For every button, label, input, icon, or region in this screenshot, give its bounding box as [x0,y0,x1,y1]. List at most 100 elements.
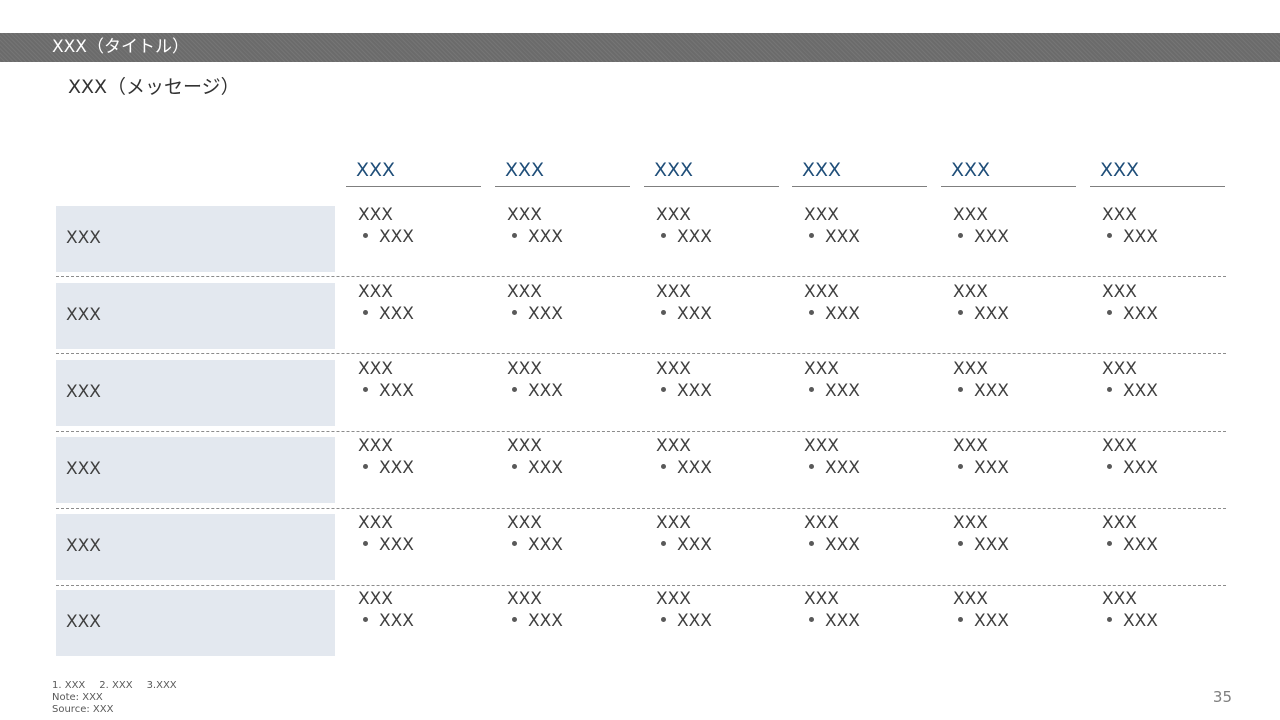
cell-bullet-item: XXX [804,226,860,248]
bullet-dot-icon [661,387,666,392]
cell-bullet-item: XXX [656,534,712,556]
cell-bullet-text: XXX [528,611,563,631]
cell-text: XXX [358,436,393,456]
table-cell: XXX XXX [495,204,630,264]
row-divider [56,353,1226,354]
bullet-dot-icon [363,541,368,546]
table-cell: XXX XXX [346,358,481,418]
cell-bullet-item: XXX [507,380,563,402]
cell-bullet-text: XXX [974,381,1009,401]
cell-text: XXX [358,359,393,379]
column-header-label: XXX [1100,159,1140,181]
cell-bullet-text: XXX [825,611,860,631]
row-label: XXX [56,514,335,580]
bullet-dot-icon [512,464,517,469]
cell-bullet-text: XXX [677,381,712,401]
bullet-dot-icon [661,233,666,238]
footnote-references: 1. XXX 2. XXX 3.XXX [52,680,191,692]
column-header: XXX [1090,156,1225,187]
cell-bullet-item: XXX [804,610,860,632]
cell-text: XXX [656,205,691,225]
cell-text: XXX [358,589,393,609]
cell-text: XXX [953,436,988,456]
slide-message: XXX（メッセージ） [68,76,240,98]
table-cell: XXX XXX [1090,358,1225,418]
cell-bullet-item: XXX [1102,457,1158,479]
table-cell: XXX XXX [941,435,1076,495]
cell-bullet-item: XXX [953,610,1009,632]
cell-text: XXX [1102,205,1137,225]
cell-bullet-text: XXX [1123,458,1158,478]
cell-bullet-text: XXX [974,304,1009,324]
bullet-dot-icon [958,233,963,238]
footnote-note: Note: XXX [52,692,103,703]
cell-bullet-item: XXX [1102,226,1158,248]
bullet-dot-icon [363,617,368,622]
table-cell: XXX XXX [644,358,779,418]
bullet-dot-icon [512,541,517,546]
table-cell: XXX XXX [1090,588,1225,648]
table-cell: XXX XXX [792,588,927,648]
row-label: XXX [56,590,335,656]
table-cell: XXX XXX [792,281,927,341]
table-cell: XXX XXX [346,204,481,264]
cell-text: XXX [953,359,988,379]
cell-bullet-item: XXX [358,226,414,248]
table-cell: XXX XXX [495,588,630,648]
bullet-dot-icon [809,464,814,469]
cell-bullet-text: XXX [974,458,1009,478]
bullet-dot-icon [958,464,963,469]
column-header: XXX [792,156,927,187]
bullet-dot-icon [1107,617,1112,622]
cell-bullet-text: XXX [677,304,712,324]
cell-text: XXX [953,205,988,225]
cell-bullet-text: XXX [677,227,712,247]
cell-bullet-item: XXX [656,303,712,325]
cell-text: XXX [507,282,542,302]
bullet-dot-icon [512,233,517,238]
cell-text: XXX [953,282,988,302]
table-cell: XXX XXX [495,435,630,495]
cell-text: XXX [507,436,542,456]
cell-bullet-text: XXX [379,304,414,324]
bullet-dot-icon [363,310,368,315]
cell-bullet-text: XXX [1123,535,1158,555]
cell-text: XXX [1102,513,1137,533]
cell-bullet-text: XXX [677,458,712,478]
cell-bullet-text: XXX [974,535,1009,555]
bullet-dot-icon [809,310,814,315]
row-label-text: XXX [66,305,101,325]
bullet-dot-icon [661,541,666,546]
cell-text: XXX [1102,436,1137,456]
cell-bullet-text: XXX [379,535,414,555]
table-cell: XXX XXX [792,204,927,264]
table-cell: XXX XXX [1090,204,1225,264]
bullet-dot-icon [809,387,814,392]
row-label: XXX [56,283,335,349]
table-cell: XXX XXX [644,588,779,648]
row-divider [56,585,1226,586]
cell-bullet-text: XXX [825,381,860,401]
cell-bullet-text: XXX [528,227,563,247]
bullet-dot-icon [958,541,963,546]
footnote-reference: 3.XXX [146,680,177,691]
cell-bullet-item: XXX [358,380,414,402]
cell-bullet-item: XXX [656,457,712,479]
cell-text: XXX [507,589,542,609]
table-cell: XXX XXX [792,512,927,572]
cell-bullet-text: XXX [1123,227,1158,247]
cell-bullet-item: XXX [358,534,414,556]
column-header-label: XXX [654,159,694,181]
cell-bullet-item: XXX [1102,303,1158,325]
cell-text: XXX [507,205,542,225]
cell-text: XXX [656,589,691,609]
table-cell: XXX XXX [1090,435,1225,495]
column-header: XXX [941,156,1076,187]
row-label-text: XXX [66,459,101,479]
row-label-text: XXX [66,612,101,632]
cell-bullet-item: XXX [507,226,563,248]
column-header-label: XXX [951,159,991,181]
cell-text: XXX [804,205,839,225]
row-label: XXX [56,437,335,503]
